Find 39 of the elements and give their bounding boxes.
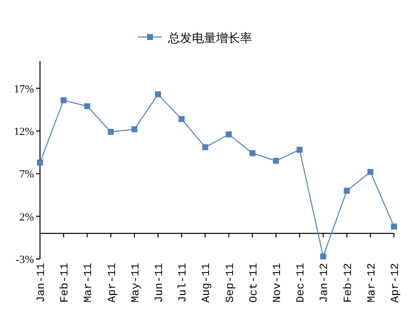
point xyxy=(202,144,208,150)
point xyxy=(226,131,232,138)
point xyxy=(344,188,350,194)
point xyxy=(108,128,114,135)
y-tick-label: -3% xyxy=(16,254,34,266)
point xyxy=(273,158,279,164)
x-tick-label: Feb-12 xyxy=(342,263,355,303)
point xyxy=(60,97,67,104)
x-tick-label: Sep-11 xyxy=(224,262,237,303)
point xyxy=(155,91,161,98)
y-tick-label: 2% xyxy=(19,211,34,224)
point xyxy=(296,146,303,153)
y-tick-label: 17% xyxy=(14,83,34,96)
point xyxy=(84,103,90,110)
x-tick-label: Mar-11 xyxy=(83,262,96,303)
legend-label: 总发电量增长率 xyxy=(167,31,252,45)
legend: 总发电量增长率 xyxy=(138,31,252,45)
x-tick-label: Jun-11 xyxy=(154,262,166,303)
x-tick-label: Aug-11 xyxy=(201,262,214,303)
point xyxy=(131,126,138,132)
x-tick-label: Nov-11 xyxy=(272,262,284,303)
point xyxy=(367,168,374,175)
point xyxy=(320,253,326,260)
x-tick-label: Jan-12 xyxy=(319,263,332,303)
x-tick-label: Dec-11 xyxy=(296,262,308,303)
point xyxy=(178,116,185,122)
y-tick-label: 12% xyxy=(14,126,34,138)
x-tick-label: Oct-11 xyxy=(248,262,260,303)
x-tick-label: Jul-11 xyxy=(178,262,190,303)
point xyxy=(37,160,43,166)
x-tick-label: May-11 xyxy=(130,262,142,303)
x-tick-label: Apr-12 xyxy=(390,263,402,303)
x-tick-label: Mar-12 xyxy=(366,263,378,303)
x-tick-label: Apr-11 xyxy=(106,262,119,303)
point xyxy=(249,150,256,156)
x-tick-label: Feb-11 xyxy=(60,262,72,303)
y-tick-label: 7% xyxy=(19,168,34,181)
point xyxy=(391,224,397,230)
x-tick-label: Jan-11 xyxy=(36,262,48,303)
